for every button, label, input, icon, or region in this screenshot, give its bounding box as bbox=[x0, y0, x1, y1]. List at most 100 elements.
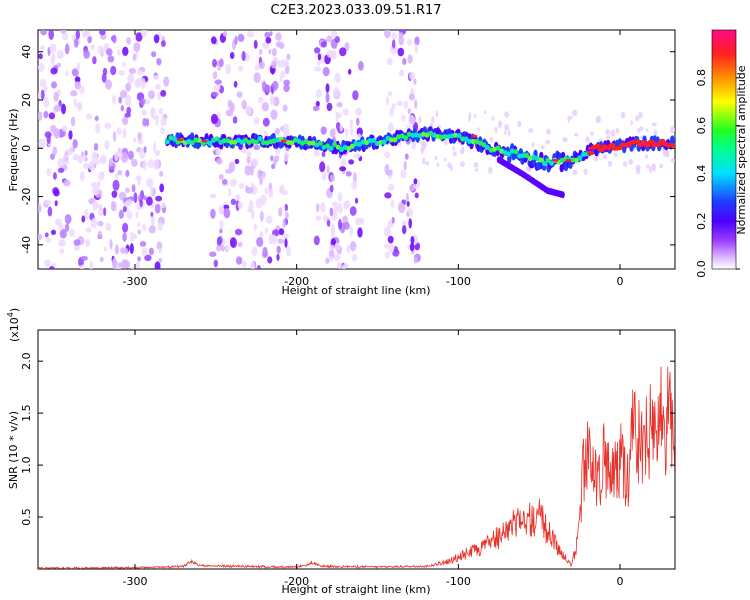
ridge-core bbox=[285, 139, 291, 145]
noise-blob bbox=[50, 153, 55, 160]
noise-blob bbox=[84, 209, 88, 215]
chart-title: C2E3.2023.033.09.51.R17 bbox=[270, 3, 441, 18]
noise-blob bbox=[283, 60, 290, 67]
noise-blob bbox=[270, 234, 277, 245]
noise-blob bbox=[139, 199, 143, 208]
noise-blob bbox=[343, 221, 350, 230]
haze-blob bbox=[567, 115, 571, 123]
noise-blob bbox=[253, 223, 258, 231]
noise-blob bbox=[404, 153, 409, 160]
ridge-core bbox=[221, 138, 227, 144]
noise-blob bbox=[158, 257, 163, 264]
noise-blob bbox=[337, 203, 343, 214]
ridge-core bbox=[668, 143, 675, 148]
noise-blob bbox=[276, 253, 280, 261]
noise-blob bbox=[264, 31, 271, 39]
ridge-core bbox=[460, 136, 465, 142]
ridge-core bbox=[421, 131, 426, 137]
noise-blob bbox=[209, 251, 217, 257]
noise-blob bbox=[114, 150, 119, 162]
noise-blob bbox=[38, 62, 45, 72]
haze-blob bbox=[590, 131, 594, 136]
ridge-core bbox=[527, 155, 533, 162]
noise-blob bbox=[159, 171, 164, 177]
noise-blob bbox=[230, 237, 237, 249]
noise-blob bbox=[142, 117, 148, 127]
haze-blob bbox=[645, 127, 648, 133]
ridge-core bbox=[289, 140, 295, 146]
noise-blob bbox=[104, 122, 112, 129]
ridge-hotspot bbox=[587, 146, 594, 150]
noise-blob bbox=[269, 95, 275, 106]
noise-blob bbox=[57, 167, 65, 173]
noise-blob bbox=[39, 45, 45, 51]
noise-blob bbox=[385, 96, 390, 106]
noise-blob bbox=[329, 174, 335, 182]
noise-blob bbox=[337, 192, 343, 202]
noise-blob bbox=[65, 223, 70, 232]
noise-blob bbox=[210, 208, 216, 219]
noise-blob bbox=[286, 245, 292, 257]
noise-blob bbox=[120, 247, 125, 254]
ridge-core bbox=[485, 144, 490, 150]
noise-blob bbox=[314, 47, 321, 54]
noise-blob bbox=[321, 151, 326, 158]
noise-blob bbox=[71, 68, 79, 77]
ridge-core bbox=[615, 145, 623, 151]
haze-blob bbox=[494, 126, 498, 134]
noise-blob bbox=[326, 165, 330, 174]
noise-blob bbox=[127, 73, 135, 84]
noise-blob bbox=[262, 41, 270, 50]
noise-blob bbox=[410, 236, 415, 245]
noise-blob bbox=[315, 215, 322, 221]
haze-blob bbox=[468, 115, 471, 122]
noise-blob bbox=[325, 92, 330, 103]
noise-blob bbox=[107, 55, 115, 63]
ridge-core bbox=[250, 138, 256, 144]
ridge-hotspot bbox=[641, 142, 648, 145]
noise-blob bbox=[328, 244, 335, 251]
ridge-core bbox=[246, 139, 252, 145]
haze-blob bbox=[572, 109, 578, 117]
noise-blob bbox=[265, 37, 272, 44]
noise-blob bbox=[284, 238, 288, 248]
noise-blob bbox=[346, 244, 350, 254]
ridge-core bbox=[445, 134, 451, 140]
ridge-core bbox=[608, 142, 616, 148]
noise-blob bbox=[267, 256, 273, 264]
noise-blob bbox=[141, 247, 148, 257]
noise-blob bbox=[44, 131, 52, 139]
noise-blob bbox=[52, 146, 58, 156]
noise-blob bbox=[103, 207, 107, 217]
noise-blob bbox=[63, 179, 71, 187]
ridge-core bbox=[520, 153, 526, 159]
noise-blob bbox=[228, 161, 236, 173]
noise-blob bbox=[48, 30, 54, 40]
haze-blob bbox=[653, 129, 658, 137]
haze-blob bbox=[630, 119, 633, 126]
noise-blob bbox=[406, 38, 413, 46]
noise-blob bbox=[407, 54, 413, 64]
noise-blob bbox=[64, 214, 72, 225]
spectrogram-y-label: Frequency (Hz) bbox=[7, 109, 20, 192]
noise-blob bbox=[112, 94, 116, 106]
haze-blob bbox=[648, 166, 653, 173]
noise-blob bbox=[219, 219, 224, 229]
ridge-core bbox=[339, 146, 344, 153]
snr-x-label: Height of straight line (km) bbox=[281, 583, 430, 596]
noise-blob bbox=[117, 169, 123, 176]
noise-blob bbox=[124, 112, 131, 118]
haze-blob bbox=[666, 150, 670, 157]
ridge-core bbox=[413, 132, 419, 138]
noise-blob bbox=[246, 31, 255, 38]
ridge-core bbox=[357, 141, 362, 147]
noise-blob bbox=[257, 169, 262, 179]
haze-blob bbox=[452, 145, 456, 151]
noise-blob bbox=[44, 232, 49, 238]
noise-blob bbox=[392, 248, 400, 257]
noise-blob bbox=[320, 202, 326, 213]
ridge-core bbox=[300, 140, 305, 146]
noise-blob bbox=[125, 199, 133, 207]
ridge-core bbox=[392, 137, 398, 143]
noise-blob bbox=[128, 67, 136, 75]
